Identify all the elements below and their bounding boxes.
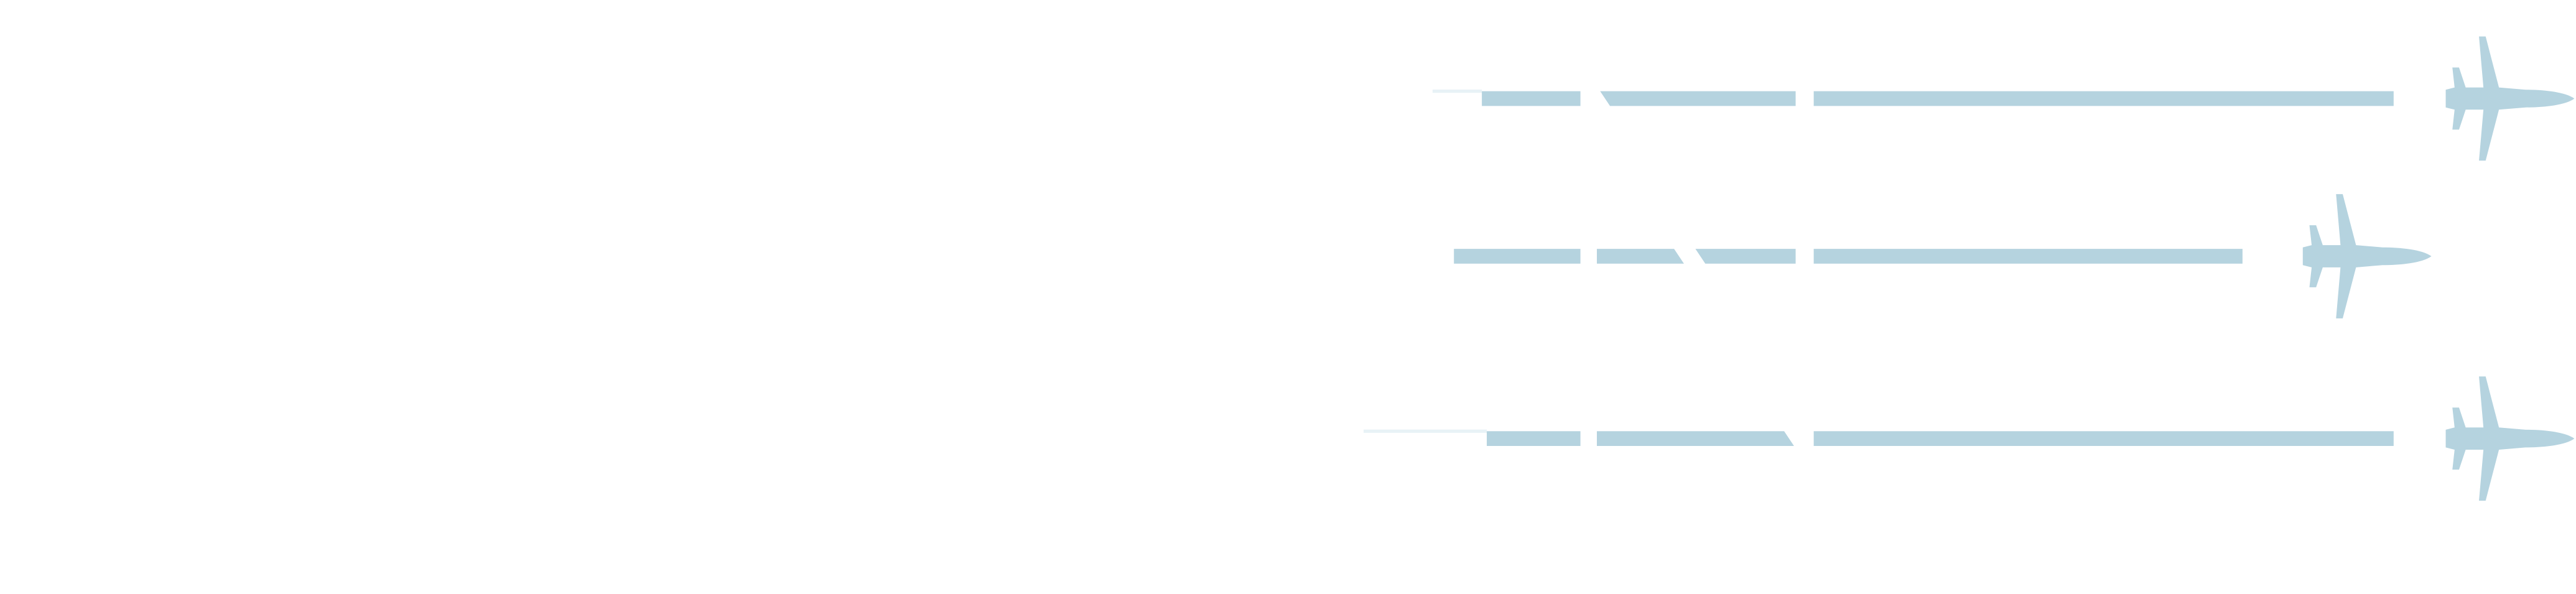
contrail-segment: [1482, 91, 1581, 106]
bottom-plane-lane: [1363, 376, 2575, 501]
faint-contrail: [1432, 89, 1482, 93]
airplane-icon: [2445, 376, 2575, 501]
airplane-icon: [2302, 194, 2432, 318]
contrail-segment: [1487, 431, 1581, 447]
plane-lanes-group: [1363, 36, 2575, 501]
contrail-segment: [1813, 249, 2243, 264]
contrail-segment: [1596, 431, 1794, 447]
contrail-segment: [1454, 249, 1581, 264]
middle-plane-lane: [1454, 194, 2432, 318]
contrail-segment: [1695, 249, 1796, 264]
faint-contrail: [1363, 429, 1487, 433]
airplane-icon: [2445, 36, 2575, 161]
top-plane-lane: [1432, 36, 2575, 161]
contrail-segment: [1813, 431, 2394, 447]
contrail-segment: [1813, 91, 2394, 106]
contrail-segment: [1596, 249, 1684, 264]
contrail-segment: [1600, 91, 1796, 106]
